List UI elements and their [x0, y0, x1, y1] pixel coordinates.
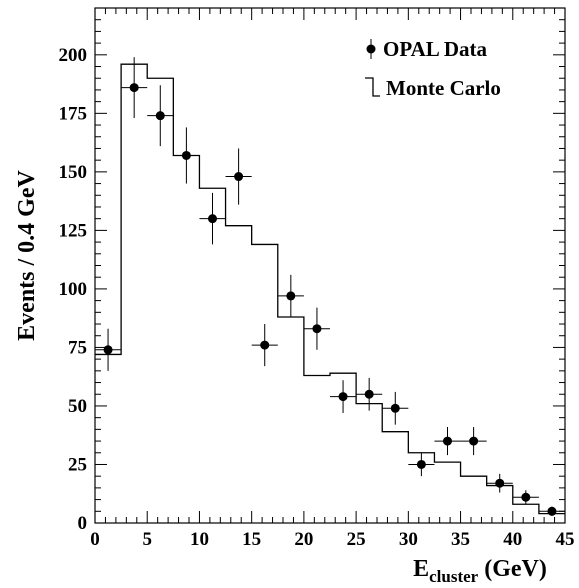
y-tick-label: 0 [78, 513, 88, 534]
y-tick-label: 50 [68, 396, 87, 417]
data-point [277, 274, 304, 317]
mc-histogram [95, 63, 565, 515]
y-tick-label: 150 [59, 162, 88, 183]
data-marker [234, 172, 244, 182]
data-marker [390, 403, 400, 413]
data-marker [155, 111, 165, 121]
data-marker [338, 392, 348, 402]
data-point [251, 324, 278, 367]
y-tick-label: 125 [59, 220, 88, 241]
x-tick-label: 25 [347, 529, 366, 550]
y-tick-label: 25 [68, 454, 87, 475]
data-point [173, 127, 200, 184]
x-tick-label: 5 [142, 529, 152, 550]
y-tick-label: 100 [59, 279, 88, 300]
data-point [199, 192, 226, 245]
y-axis-label: Events / 0.4 GeV [14, 170, 40, 341]
data-marker [416, 459, 426, 469]
data-point [121, 57, 148, 119]
legend-mc-line [365, 77, 380, 97]
data-marker [312, 324, 322, 334]
data-point [95, 328, 122, 371]
data-point [408, 452, 435, 477]
data-marker [260, 340, 270, 350]
data-point [512, 490, 539, 505]
data-point [330, 380, 357, 413]
data-point [225, 148, 252, 205]
data-marker [364, 389, 374, 399]
y-tick-label: 175 [59, 103, 88, 124]
x-tick-label: 35 [451, 529, 470, 550]
x-tick-label: 30 [399, 529, 418, 550]
data-marker [547, 506, 557, 516]
data-point [382, 391, 409, 425]
data-point [356, 377, 383, 411]
x-tick-label: 45 [556, 529, 575, 550]
x-tick-label: 15 [242, 529, 261, 550]
data-marker [469, 436, 479, 446]
legend: OPAL Data Monte Carlo [365, 37, 501, 100]
data-point [486, 473, 513, 493]
data-marker [181, 150, 191, 160]
x-tick-label: 0 [90, 529, 100, 550]
data-marker [286, 291, 296, 301]
y-tick-label: 75 [68, 337, 87, 358]
data-point [538, 506, 565, 516]
data-marker [208, 214, 217, 224]
data-marker [443, 436, 452, 446]
legend-data-marker [366, 44, 376, 54]
data-point [434, 427, 461, 456]
data-marker [129, 83, 139, 93]
data-marker [495, 478, 505, 488]
legend-mc-label: Monte Carlo [386, 76, 501, 100]
x-tick-label: 40 [503, 529, 522, 550]
y-tick-label: 200 [59, 45, 88, 66]
data-point [147, 85, 174, 147]
data-marker [103, 345, 113, 355]
legend-data-label: OPAL Data [383, 37, 488, 61]
x-tick-label: 20 [294, 529, 313, 550]
data-point [303, 307, 330, 350]
data-point [460, 427, 487, 456]
plot-area: 0 5 10 15 20 25 30 35 40 45 0 25 50 75 100 125 150 175 200… [14, 7, 575, 586]
x-axis-label: Ecluster (GeV) [413, 556, 547, 586]
x-tick-label: 10 [190, 529, 209, 550]
data-marker [521, 492, 531, 502]
